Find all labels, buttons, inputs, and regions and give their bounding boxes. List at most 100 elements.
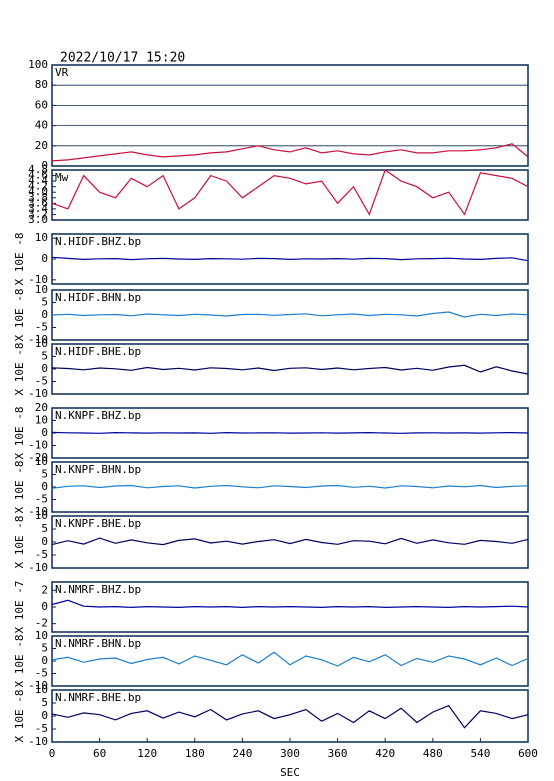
y-tick-label: 10	[35, 683, 48, 696]
y-tick-label: 10	[35, 337, 48, 350]
y-tick-label: 3.2	[28, 207, 48, 220]
y-tick-label: 10	[35, 455, 48, 468]
waveform	[51, 431, 529, 434]
y-tick-label: 10	[35, 283, 48, 296]
panel-title: N.HIDF.BHZ.bp	[55, 235, 141, 248]
x-tick-label: 480	[423, 747, 443, 760]
waveform	[51, 537, 529, 546]
y-tick-label: 0	[41, 252, 48, 265]
y-tick-label: 0	[41, 480, 48, 493]
waveform	[51, 651, 529, 667]
x-tick-label: 120	[137, 747, 157, 760]
y-tick-label: -10	[28, 387, 48, 400]
y-tick-label: -5	[35, 375, 48, 388]
waveform	[51, 704, 529, 729]
y-tick-label: 10	[35, 231, 48, 244]
panel-title: N.KNPF.BHE.bp	[55, 517, 141, 530]
x-tick-label: 360	[328, 747, 348, 760]
x-tick-label: 600	[518, 747, 538, 760]
panel-title: VR	[55, 66, 69, 79]
y-tick-label: 2	[41, 583, 48, 596]
y-axis-label: X 10E -8	[13, 289, 26, 342]
y-tick-label: 4.8	[28, 163, 48, 176]
y-tick-label: 20	[35, 139, 48, 152]
y-tick-label: 0	[41, 308, 48, 321]
y-axis-label: X 10E -8	[13, 233, 26, 286]
y-tick-label: 5	[41, 522, 48, 535]
panel-title: N.HIDF.BHN.bp	[55, 291, 141, 304]
y-tick-label: 0	[41, 426, 48, 439]
y-axis-label: X 10E -8	[13, 461, 26, 514]
y-tick-label: 100	[28, 58, 48, 71]
panel-title: N.NMRF.BHN.bp	[55, 637, 141, 650]
y-tick-label: -10	[28, 735, 48, 748]
y-tick-label: 5	[41, 350, 48, 363]
y-tick-label: 0	[41, 535, 48, 548]
y-tick-label: 3.4	[28, 202, 48, 215]
y-tick-label: -10	[28, 561, 48, 574]
y-tick-label: 0	[41, 654, 48, 667]
y-tick-label: 3.0	[28, 213, 48, 226]
y-tick-label: 5	[41, 696, 48, 709]
y-tick-label: 5	[41, 642, 48, 655]
waveform	[51, 169, 529, 216]
y-tick-label: -10	[28, 333, 48, 346]
y-tick-label: -5	[35, 493, 48, 506]
y-tick-label: 10	[35, 509, 48, 522]
x-tick-label: 180	[185, 747, 205, 760]
panel-title: N.NMRF.BHE.bp	[55, 691, 141, 704]
x-axis-label: SEC	[280, 766, 300, 779]
y-tick-label: -10	[28, 505, 48, 518]
x-tick-label: 300	[280, 747, 300, 760]
y-tick-label: -5	[35, 722, 48, 735]
x-tick-label: 420	[375, 747, 395, 760]
panel-frame	[51, 169, 529, 221]
y-tick-label: -10	[28, 679, 48, 692]
y-tick-label: -10	[28, 439, 48, 452]
panel-title: N.KNPF.BHZ.bp	[55, 409, 141, 422]
y-tick-label: -2	[35, 617, 48, 630]
y-tick-label: 3.8	[28, 191, 48, 204]
y-axis-label: X 10E -8	[13, 343, 26, 396]
waveform	[51, 484, 529, 489]
panel-title: N.KNPF.BHN.bp	[55, 463, 141, 476]
y-tick-label: 4.2	[28, 180, 48, 193]
waveform	[51, 599, 529, 609]
y-tick-label: 80	[35, 78, 48, 91]
y-tick-label: 4.6	[28, 169, 48, 182]
y-tick-label: 10	[35, 629, 48, 642]
waveform	[51, 143, 529, 162]
waveform	[51, 364, 529, 375]
y-tick-label: -5	[35, 667, 48, 680]
y-tick-label: -5	[35, 548, 48, 561]
y-tick-label: 5	[41, 468, 48, 481]
y-tick-label: 0	[41, 159, 48, 172]
x-tick-label: 540	[470, 747, 490, 760]
y-tick-label: 0	[41, 362, 48, 375]
y-tick-label: 60	[35, 98, 48, 111]
y-tick-label: 4.0	[28, 185, 48, 198]
y-tick-label: -5	[35, 321, 48, 334]
y-tick-label: 10	[35, 414, 48, 427]
y-tick-label: 4.4	[28, 174, 48, 187]
date-title: 2022/10/17 15:20	[60, 51, 185, 66]
panel-title: N.NMRF.BHZ.bp	[55, 583, 141, 596]
y-axis-label: X 10E -8	[13, 516, 26, 569]
waveform	[51, 256, 529, 262]
y-axis-label: X 10E -8	[13, 690, 26, 743]
panel-title: N.HIDF.BHE.bp	[55, 345, 141, 358]
y-tick-label: 0	[41, 709, 48, 722]
y-axis-label: X 10E -8	[13, 635, 26, 688]
y-axis-label: X 10E -7	[13, 581, 26, 634]
y-tick-label: -10	[28, 273, 48, 286]
y-tick-label: 20	[35, 401, 48, 414]
y-tick-label: 5	[41, 296, 48, 309]
y-tick-label: 40	[35, 119, 48, 132]
x-tick-label: 0	[49, 747, 56, 760]
x-tick-label: 240	[232, 747, 252, 760]
panel-title: Mw	[55, 171, 69, 184]
waveform	[51, 311, 529, 318]
y-tick-label: 0	[41, 600, 48, 613]
y-axis-label: X 10E -8	[13, 407, 26, 460]
